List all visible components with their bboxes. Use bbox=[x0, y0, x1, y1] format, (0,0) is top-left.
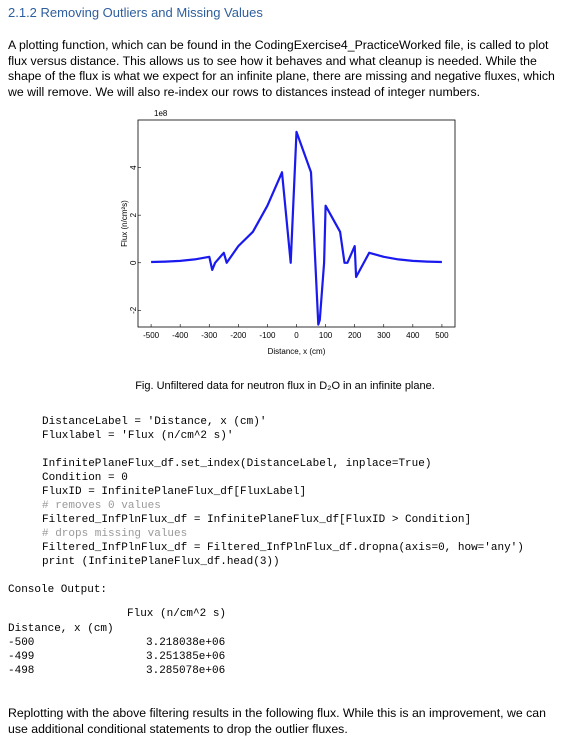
index-cell: -499 bbox=[8, 651, 35, 663]
x-tick-label: 300 bbox=[377, 331, 391, 340]
y-axis-label: Flux (n/cm²s) bbox=[120, 200, 129, 247]
value-cell: 3.251385e+06 bbox=[146, 651, 226, 663]
x-tick-label: -500 bbox=[143, 331, 160, 340]
y-tick-label: 4 bbox=[129, 165, 138, 170]
column-header: Flux (n/cm^2 s) bbox=[127, 608, 227, 620]
code-line: print (InfinitePlaneFlux_df.head(3)) bbox=[42, 556, 280, 568]
x-tick-label: 500 bbox=[435, 331, 449, 340]
y-tick-label: -2 bbox=[129, 306, 138, 314]
chart: -500 -400 -300 -200 -100 0 100 200 300 400 500 -2 0 2… bbox=[120, 109, 456, 356]
code-line: Fluxlabel = 'Flux (n/cm^2 s)' bbox=[42, 430, 234, 442]
index-cell: -498 bbox=[8, 665, 35, 677]
code-line: DistanceLabel = 'Distance, x (cm)' bbox=[42, 416, 267, 428]
data-line bbox=[151, 130, 442, 326]
code-line: FluxID = InfinitePlaneFlux_df[FluxLabel] bbox=[42, 486, 307, 498]
console-label: Console Output: bbox=[8, 584, 108, 596]
y-tick-label: 0 bbox=[129, 260, 138, 265]
x-tick-label: 100 bbox=[319, 331, 333, 340]
index-cell: -500 bbox=[8, 637, 35, 649]
code-line: Filtered_InfPlnFlux_df = InfinitePlaneFl… bbox=[42, 514, 472, 526]
x-tick-label: 0 bbox=[294, 331, 299, 340]
x-tick-label: 200 bbox=[348, 331, 362, 340]
x-tick-label: 400 bbox=[406, 331, 420, 340]
code-line: InfinitePlaneFlux_df.set_index(DistanceL… bbox=[42, 458, 432, 470]
code-line: Condition = 0 bbox=[42, 472, 128, 484]
paragraph: Replotting with the above filtering resu… bbox=[8, 706, 546, 736]
code-line: Filtered_InfPlnFlux_df = Filtered_InfPln… bbox=[42, 542, 524, 554]
x-tick-label: -200 bbox=[230, 331, 247, 340]
value-cell: 3.218038e+06 bbox=[146, 637, 226, 649]
axis-offset: 1e8 bbox=[154, 109, 168, 118]
code-line: # drops missing values bbox=[42, 528, 188, 540]
x-axis-label: Distance, x (cm) bbox=[268, 347, 326, 356]
x-tick-label: -400 bbox=[172, 331, 189, 340]
y-tick-label: 2 bbox=[129, 212, 138, 217]
index-name: Distance, x (cm) bbox=[8, 623, 114, 635]
x-tick-label: -100 bbox=[259, 331, 276, 340]
caption: Fig. Unfiltered data for neutron flux in… bbox=[135, 380, 435, 392]
paragraph: A plotting function, which can be found … bbox=[8, 38, 555, 99]
value-cell: 3.285078e+06 bbox=[146, 665, 226, 677]
heading: 2.1.2 Removing Outliers and Missing Valu… bbox=[8, 5, 263, 20]
code-line: # removes 0 values bbox=[42, 500, 161, 512]
x-tick-label: -300 bbox=[201, 331, 218, 340]
